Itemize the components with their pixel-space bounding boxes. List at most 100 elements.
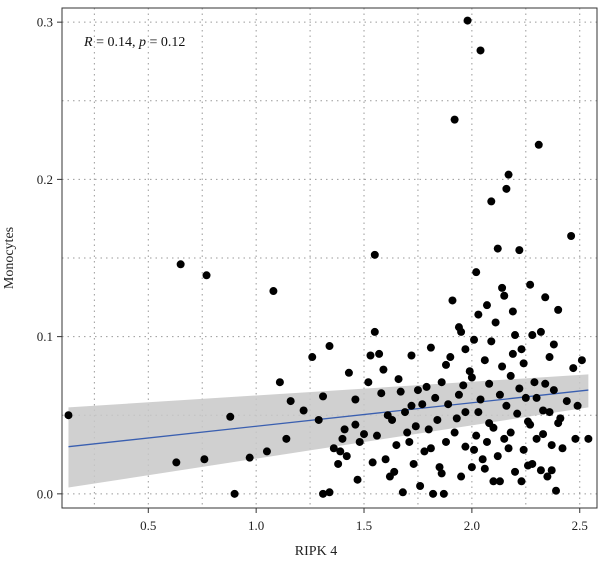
- data-point: [498, 362, 507, 371]
- data-point: [567, 231, 576, 240]
- data-point: [172, 458, 181, 467]
- data-point: [325, 488, 334, 497]
- data-point: [383, 411, 392, 420]
- data-point: [541, 379, 550, 388]
- data-point: [444, 400, 453, 409]
- data-point: [547, 466, 556, 475]
- data-point: [500, 434, 509, 443]
- data-point: [426, 444, 435, 453]
- data-point: [364, 378, 373, 387]
- data-point: [416, 481, 425, 490]
- data-point: [450, 115, 459, 124]
- data-point: [511, 331, 520, 340]
- p-value: = 0.12: [146, 35, 185, 50]
- y-tick-label: 0.2: [37, 172, 53, 187]
- data-point: [461, 345, 470, 354]
- data-point: [340, 425, 349, 434]
- data-point: [379, 365, 388, 374]
- data-point: [329, 444, 338, 453]
- data-point: [441, 360, 450, 369]
- data-point: [446, 353, 455, 362]
- data-point: [467, 463, 476, 472]
- data-point: [539, 406, 548, 415]
- x-tick-label: 2.5: [572, 518, 588, 533]
- x-tick-label: 0.5: [140, 518, 156, 533]
- data-point: [200, 455, 209, 464]
- data-point: [502, 184, 511, 193]
- data-point: [489, 477, 498, 486]
- data-point: [549, 340, 558, 349]
- data-point: [433, 415, 442, 424]
- data-point: [230, 489, 239, 498]
- data-point: [176, 260, 185, 269]
- confidence-band: [68, 374, 589, 488]
- data-point: [435, 463, 444, 472]
- data-point: [461, 408, 470, 417]
- data-point: [584, 434, 593, 443]
- data-point: [461, 442, 470, 451]
- data-point: [539, 430, 548, 439]
- data-point: [377, 389, 386, 398]
- data-point: [506, 428, 515, 437]
- data-point: [360, 430, 369, 439]
- data-point: [549, 386, 558, 395]
- data-point: [519, 445, 528, 454]
- y-axis-title: Monocytes: [2, 227, 17, 289]
- data-point: [523, 461, 532, 470]
- data-point: [336, 447, 345, 456]
- x-axis-ticks: 0.5 1.0 1.5 2.0 2.5: [140, 508, 588, 533]
- fit-line: [68, 389, 589, 448]
- data-point: [409, 459, 418, 468]
- data-point: [536, 327, 545, 336]
- data-point: [448, 296, 457, 305]
- data-point: [515, 384, 524, 393]
- data-point: [571, 434, 580, 443]
- data-point: [355, 437, 364, 446]
- data-point: [515, 246, 524, 255]
- data-point: [424, 425, 433, 434]
- data-point: [457, 327, 466, 336]
- data-point: [534, 140, 543, 149]
- data-point: [338, 434, 347, 443]
- data-point: [351, 395, 360, 404]
- data-point: [459, 381, 468, 390]
- data-point: [351, 420, 360, 429]
- data-point: [368, 458, 377, 467]
- data-point: [547, 441, 556, 450]
- data-point: [467, 373, 476, 382]
- data-point: [487, 337, 496, 346]
- data-point: [418, 400, 427, 409]
- data-point: [282, 434, 291, 443]
- x-tick-label: 2.0: [464, 518, 480, 533]
- data-point: [487, 197, 496, 206]
- data-point: [498, 283, 507, 292]
- data-point: [275, 378, 284, 387]
- data-point: [495, 477, 504, 486]
- data-point: [381, 455, 390, 464]
- data-point: [450, 428, 459, 437]
- data-point: [286, 397, 295, 406]
- data-point: [532, 393, 541, 402]
- data-point: [226, 412, 235, 421]
- data-point: [429, 489, 438, 498]
- data-point: [476, 46, 485, 55]
- data-point: [536, 466, 545, 475]
- data-point: [491, 318, 500, 327]
- data-point: [426, 343, 435, 352]
- data-point: [528, 331, 537, 340]
- data-point: [519, 359, 528, 368]
- data-point: [513, 409, 522, 418]
- data-point: [411, 422, 420, 431]
- data-point: [508, 349, 517, 358]
- data-point: [64, 411, 73, 420]
- data-point: [202, 271, 211, 280]
- data-point: [407, 401, 416, 410]
- data-point: [532, 434, 541, 443]
- data-point: [457, 472, 466, 481]
- data-point: [441, 437, 450, 446]
- data-point: [493, 244, 502, 253]
- data-point: [398, 488, 407, 497]
- data-point: [319, 489, 328, 498]
- correlation-annotation: R = 0.14, p = 0.12: [83, 35, 185, 50]
